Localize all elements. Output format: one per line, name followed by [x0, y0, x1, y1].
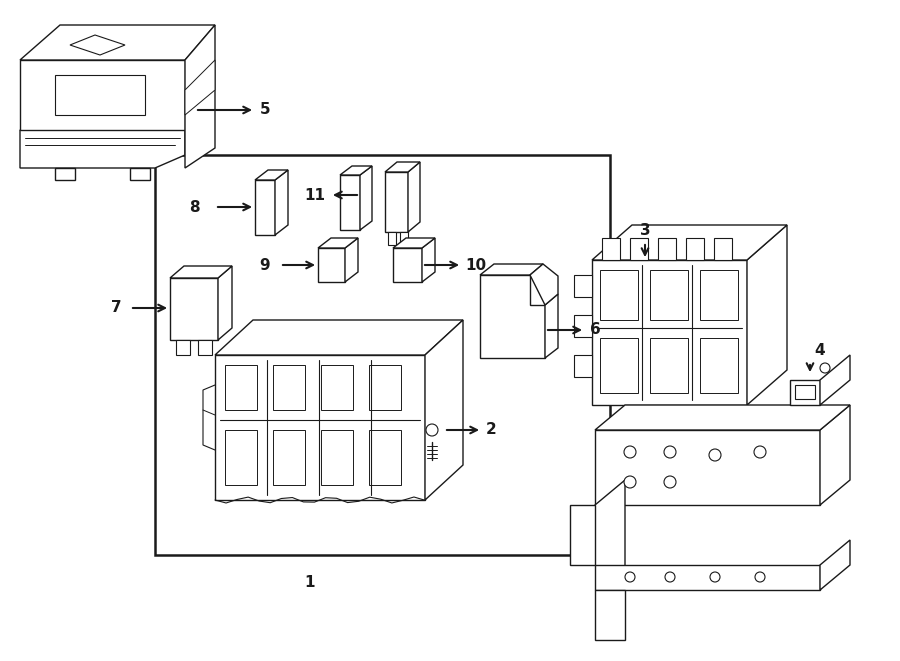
Polygon shape: [545, 294, 558, 358]
Text: 2: 2: [486, 422, 497, 438]
Polygon shape: [55, 168, 75, 180]
Circle shape: [624, 446, 636, 458]
Polygon shape: [820, 355, 850, 405]
Bar: [273, 430, 305, 485]
Circle shape: [664, 476, 676, 488]
Polygon shape: [393, 238, 435, 248]
Polygon shape: [408, 162, 420, 232]
Bar: [700, 338, 738, 393]
Polygon shape: [215, 355, 425, 500]
Circle shape: [664, 446, 676, 458]
Polygon shape: [480, 264, 543, 275]
Polygon shape: [574, 275, 592, 297]
Text: 11: 11: [304, 188, 325, 202]
Bar: [795, 385, 815, 399]
Polygon shape: [630, 238, 648, 260]
Polygon shape: [345, 238, 358, 282]
Bar: [155, 155, 610, 555]
Text: 9: 9: [259, 258, 270, 272]
Circle shape: [754, 446, 766, 458]
Polygon shape: [595, 590, 625, 640]
Polygon shape: [185, 60, 215, 115]
Polygon shape: [425, 320, 463, 500]
Text: 4: 4: [814, 343, 825, 358]
Text: 7: 7: [112, 301, 122, 315]
Circle shape: [426, 424, 438, 436]
Polygon shape: [574, 355, 592, 377]
Polygon shape: [176, 340, 190, 355]
Bar: [700, 270, 738, 320]
Polygon shape: [318, 248, 345, 282]
Polygon shape: [130, 168, 150, 180]
Polygon shape: [255, 180, 275, 235]
Polygon shape: [20, 60, 185, 130]
Bar: [650, 270, 688, 320]
Polygon shape: [198, 340, 212, 355]
Bar: [369, 430, 401, 485]
Polygon shape: [570, 505, 595, 565]
Polygon shape: [595, 565, 820, 590]
Polygon shape: [400, 232, 408, 245]
Circle shape: [665, 572, 675, 582]
Polygon shape: [574, 315, 592, 337]
Polygon shape: [170, 278, 218, 340]
Polygon shape: [55, 75, 145, 115]
Polygon shape: [602, 238, 620, 260]
Polygon shape: [393, 248, 422, 282]
Polygon shape: [592, 260, 747, 405]
Polygon shape: [595, 430, 820, 505]
Polygon shape: [422, 238, 435, 282]
Polygon shape: [185, 25, 215, 168]
Polygon shape: [595, 405, 850, 430]
Polygon shape: [686, 238, 704, 260]
Polygon shape: [215, 320, 463, 355]
Polygon shape: [820, 540, 850, 590]
Circle shape: [709, 449, 721, 461]
Polygon shape: [318, 238, 358, 248]
Bar: [369, 365, 401, 410]
Text: 1: 1: [305, 575, 315, 590]
Polygon shape: [70, 35, 125, 55]
Bar: [225, 430, 257, 485]
Bar: [600, 338, 638, 393]
Polygon shape: [595, 480, 625, 590]
Bar: [600, 270, 638, 320]
Polygon shape: [275, 170, 288, 235]
Polygon shape: [747, 225, 787, 405]
Polygon shape: [385, 162, 420, 172]
Polygon shape: [480, 275, 545, 358]
Polygon shape: [388, 232, 396, 245]
Bar: [650, 338, 688, 393]
Polygon shape: [255, 170, 288, 180]
Polygon shape: [530, 264, 558, 305]
Polygon shape: [820, 405, 850, 505]
Circle shape: [625, 572, 635, 582]
Polygon shape: [360, 166, 372, 230]
Circle shape: [820, 363, 830, 373]
Polygon shape: [20, 25, 215, 60]
Text: 5: 5: [260, 102, 271, 118]
Polygon shape: [592, 225, 787, 260]
Polygon shape: [790, 380, 820, 405]
Bar: [321, 365, 353, 410]
Polygon shape: [340, 175, 360, 230]
Polygon shape: [714, 238, 732, 260]
Polygon shape: [385, 172, 408, 232]
Text: 3: 3: [640, 223, 651, 238]
Polygon shape: [20, 130, 185, 168]
Bar: [225, 365, 257, 410]
Polygon shape: [170, 266, 232, 278]
Circle shape: [755, 572, 765, 582]
Polygon shape: [340, 166, 372, 175]
Text: 10: 10: [465, 258, 486, 272]
Circle shape: [624, 476, 636, 488]
Bar: [273, 365, 305, 410]
Bar: [321, 430, 353, 485]
Polygon shape: [218, 266, 232, 340]
Text: 8: 8: [189, 200, 200, 215]
Polygon shape: [658, 238, 676, 260]
Text: 6: 6: [590, 323, 601, 338]
Polygon shape: [421, 418, 443, 442]
Circle shape: [710, 572, 720, 582]
